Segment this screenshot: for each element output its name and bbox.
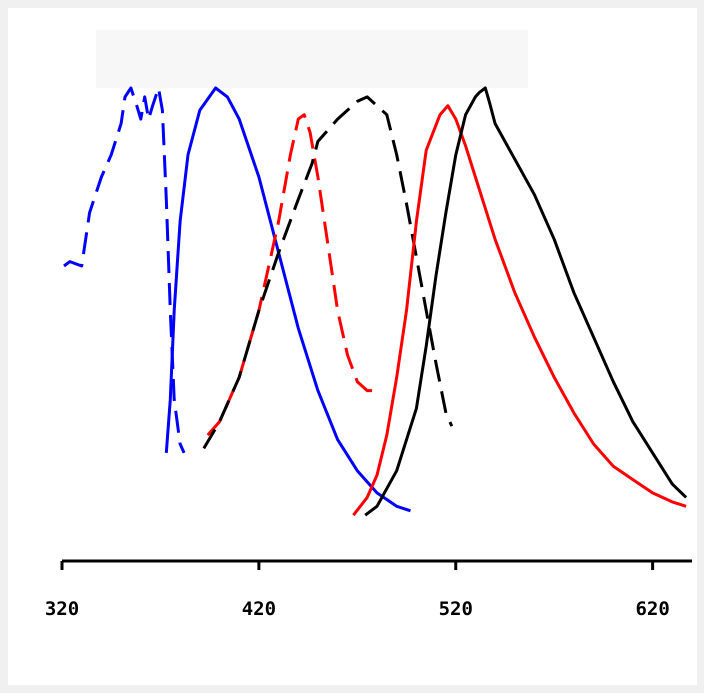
series-line-2: [164, 86, 411, 513]
x-tick-label: 620: [635, 598, 669, 620]
series-line-1: [63, 86, 186, 454]
faint-background-band: [96, 30, 528, 88]
x-tick-label: 320: [45, 598, 79, 620]
x-tick-label: 420: [242, 598, 276, 620]
x-tick-label: 520: [439, 598, 473, 620]
series-line-5: [352, 104, 687, 517]
series-line-6: [364, 86, 688, 517]
series-line-4: [202, 95, 454, 450]
